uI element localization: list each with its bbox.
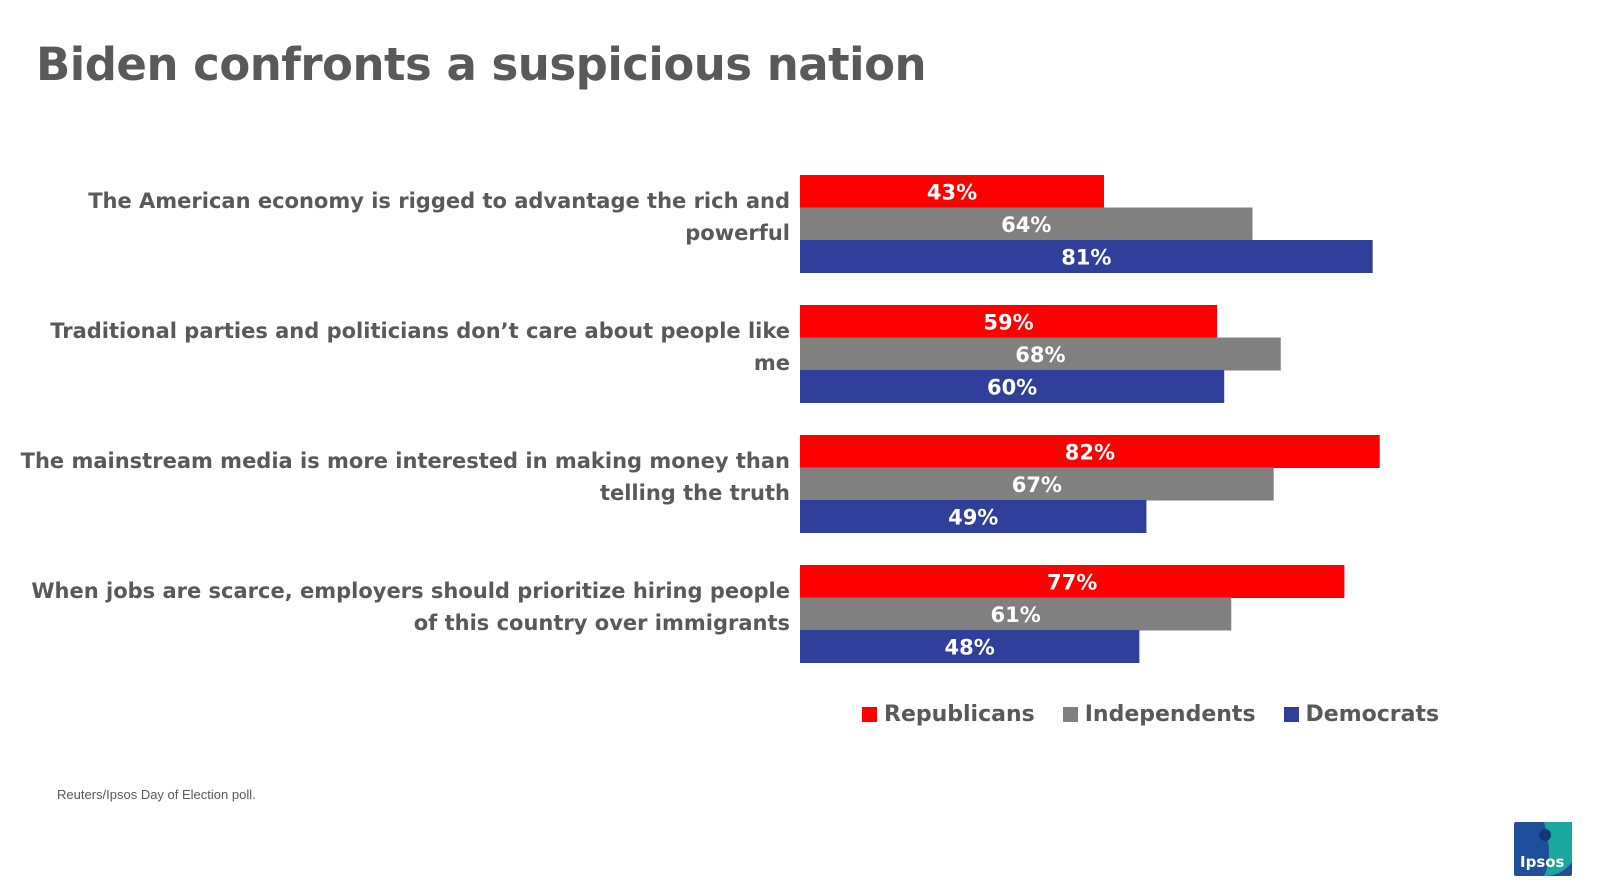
- value-label-democrats-1: 81%: [1061, 246, 1111, 270]
- value-label-democrats-2: 60%: [987, 376, 1037, 400]
- legend-label-independents: Independents: [1084, 702, 1256, 727]
- chart-legend: Republicans Independents Democrats: [862, 702, 1439, 727]
- bar-independents-1: [800, 207, 1253, 241]
- bar-chart: The American economy is rigged to advant…: [21, 175, 1380, 663]
- value-label-democrats-3: 49%: [948, 506, 998, 530]
- value-label-independents-2: 68%: [1015, 343, 1065, 367]
- page-title: Biden confronts a suspicious nation: [36, 38, 927, 91]
- value-label-republicans-4: 77%: [1047, 571, 1097, 595]
- ipsos-logo: Ipsos: [1514, 822, 1572, 876]
- legend-swatch-republicans: [862, 707, 877, 722]
- logo-dot: [1539, 829, 1551, 841]
- value-label-democrats-4: 48%: [945, 636, 995, 660]
- legend-item-independents: Independents: [1062, 702, 1256, 727]
- value-label-independents-3: 67%: [1012, 473, 1062, 497]
- bar-independents-2: [800, 337, 1281, 371]
- value-label-republicans-3: 82%: [1065, 441, 1115, 465]
- legend-label-democrats: Democrats: [1305, 702, 1440, 727]
- bar-independents-4: [800, 597, 1232, 631]
- source-note: Reuters/Ipsos Day of Election poll.: [57, 787, 256, 802]
- bar-democrats-2: [800, 370, 1225, 403]
- bar-republicans-4: [800, 565, 1345, 598]
- bar-democrats-4: [800, 630, 1140, 663]
- legend-item-democrats: Democrats: [1283, 702, 1440, 727]
- legend-item-republicans: Republicans: [862, 702, 1035, 727]
- logo-text: Ipsos: [1520, 853, 1565, 871]
- category-label-3: The mainstream media is more interested …: [21, 449, 790, 505]
- bar-independents-3: [800, 467, 1274, 501]
- category-label-1: The American economy is rigged to advant…: [88, 189, 790, 245]
- value-label-independents-4: 61%: [991, 603, 1041, 627]
- legend-swatch-democrats: [1283, 707, 1299, 722]
- category-label-4: When jobs are scarce, employers should p…: [31, 579, 790, 635]
- bar-democrats-1: [800, 240, 1373, 273]
- legend-swatch-independents: [1062, 707, 1078, 722]
- bar-democrats-3: [800, 500, 1147, 533]
- value-label-republicans-2: 59%: [983, 311, 1033, 335]
- value-label-republicans-1: 43%: [927, 181, 977, 205]
- legend-label-republicans: Republicans: [884, 702, 1035, 727]
- value-label-independents-1: 64%: [1001, 213, 1051, 237]
- bar-republicans-2: [800, 305, 1218, 338]
- category-label-2: Traditional parties and politicians don’…: [50, 319, 790, 375]
- bar-republicans-1: [800, 175, 1105, 208]
- bar-republicans-3: [800, 435, 1380, 468]
- logo-swoosh: [1544, 822, 1572, 876]
